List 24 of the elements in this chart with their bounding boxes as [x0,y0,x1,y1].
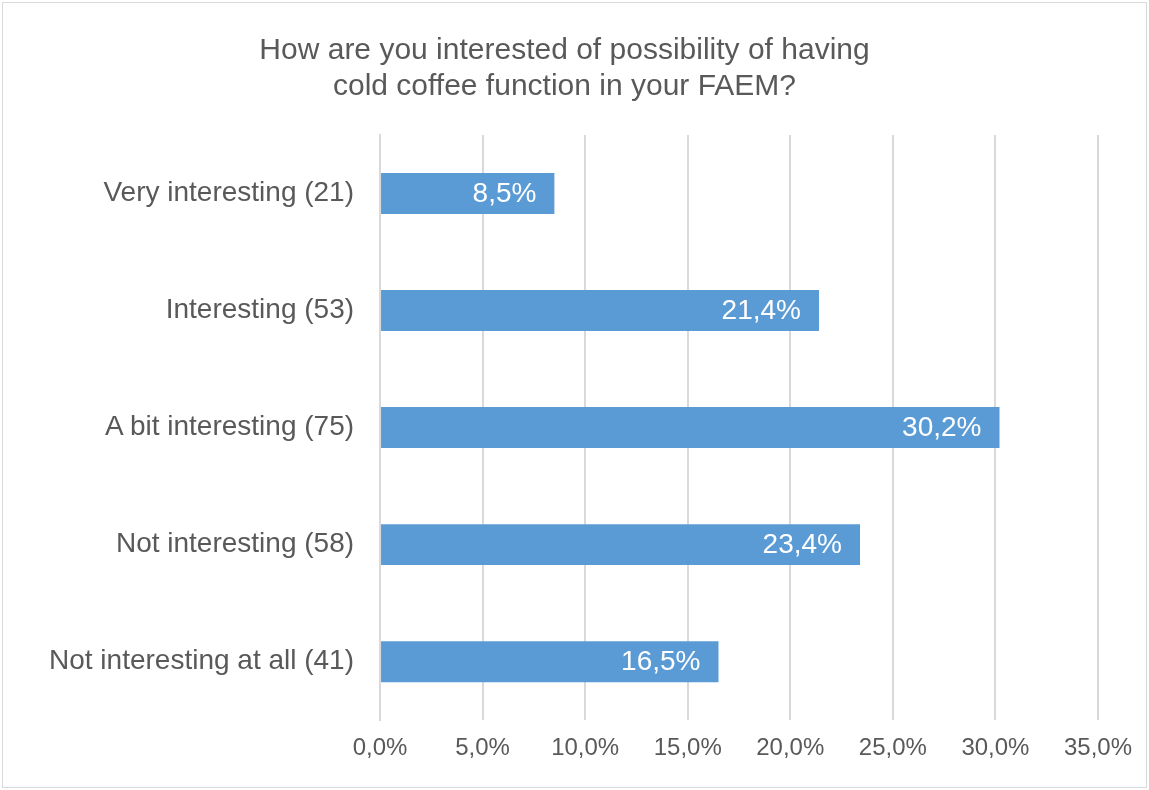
bar [381,290,819,332]
x-tick-label: 0,0% [352,733,408,761]
data-label: 16,5% [621,645,701,677]
x-tick-label: 35,0% [1063,733,1133,761]
x-tick-label: 10,0% [551,733,620,761]
data-label: 23,4% [762,528,843,560]
y-tick-label: Interesting (53) [165,293,355,325]
x-tick-label: 25,0% [858,733,927,761]
y-tick-label: Not interesting (58) [115,527,355,559]
bar [381,524,861,566]
x-tick-label: 15,0% [653,733,722,761]
x-tick-label: 30,0% [961,733,1030,761]
data-label: 30,2% [902,411,982,443]
bar [381,407,1000,449]
data-label: 8,5% [472,177,537,209]
chart-title: How are you interested of possibility of having cold coffee function in your FAEM? [259,32,870,102]
x-tick-label: 20,0% [756,733,825,761]
y-tick-label: Not interesting at all (41) [48,644,355,676]
y-tick-label: A bit interesting (75) [105,410,355,442]
x-tick-label: 5,0% [455,733,510,761]
data-label: 21,4% [721,294,801,326]
y-tick-label: Very interesting (21) [103,176,355,208]
bar [381,173,555,214]
bar [381,641,719,683]
